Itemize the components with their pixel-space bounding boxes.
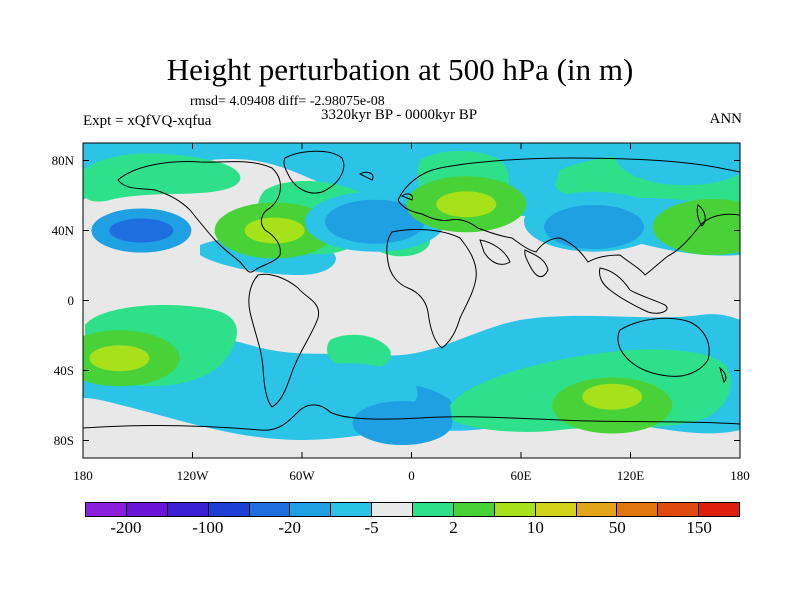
colorbar-label: 50: [608, 518, 626, 537]
colorbar-label: -5: [364, 518, 379, 537]
rmsd-diff-stats: rmsd= 4.09408 diff= -2.98075e-08: [190, 94, 385, 109]
contour-patch-2: [109, 218, 174, 243]
colorbar-swatch-11: [535, 502, 577, 517]
time-period: 3320kyr BP - 0000kyr BP: [321, 107, 478, 123]
coastline-islands: [358, 171, 727, 383]
coastline-southeast-asia: [599, 267, 668, 314]
lat-label-0: 0: [67, 292, 75, 308]
coastline-australia: [617, 317, 710, 377]
colorbar: [85, 502, 740, 517]
colorbar-swatch-4: [249, 502, 291, 517]
colorbar-swatch-0: [85, 502, 127, 517]
coastline-eurasia: [397, 157, 740, 276]
colorbar-label: -20: [278, 518, 302, 537]
colorbar-swatch-8: [413, 502, 454, 517]
lon-label-120W: 120W: [176, 468, 209, 483]
map-title: Height perturbation at 500 hPa (in m): [166, 52, 634, 87]
contour-patch-4: [244, 217, 305, 244]
colorbar-swatch-6: [331, 502, 373, 517]
contour-patch-13: [89, 345, 150, 372]
coastline-antarctica: [83, 404, 740, 431]
contour-patch-8: [436, 191, 497, 218]
lon-label-60E: 60E: [510, 468, 532, 483]
coastline-greenland: [283, 150, 345, 194]
colorbar-swatch-12: [576, 502, 618, 517]
colorbar-swatch-10: [494, 502, 536, 517]
coastline-arabia-india: [479, 239, 549, 278]
colorbar-swatch-3: [208, 502, 250, 517]
lat-label-40N: 40N: [51, 222, 74, 238]
coastline-north-america: [117, 161, 281, 273]
lat-label-80N: 80N: [51, 152, 74, 168]
colorbar-label: -100: [192, 518, 224, 537]
colorbar-swatch-2: [167, 502, 209, 517]
colorbar-swatch-7: [372, 502, 413, 517]
colorbar-swatch-13: [617, 502, 659, 517]
lat-label-40S: 40S: [53, 362, 74, 378]
coastlines: [83, 150, 740, 431]
contour-patch-15: [352, 401, 453, 445]
lat-label-80S: 80S: [53, 432, 74, 448]
coastline-south-america: [248, 273, 320, 408]
axis-ticks: [82, 143, 741, 458]
colorbar-label: 2: [449, 518, 458, 537]
coastline-africa: [386, 229, 477, 349]
colorbar-swatch-1: [126, 502, 168, 517]
colorbar-label: 10: [526, 518, 544, 537]
colorbar-swatch-9: [453, 502, 495, 517]
experiment-id: Expt = xQfVQ-xqfua: [83, 113, 212, 129]
contour-patch-0: [615, 143, 740, 186]
contour-patch-11: [652, 199, 740, 255]
contour-band-arctic-ridge: [83, 153, 241, 202]
colorbar-label: -200: [110, 518, 142, 537]
colorbar-swatch-14: [658, 502, 700, 517]
lon-label-120E: 120E: [616, 468, 645, 483]
lon-label-0: 0: [408, 468, 415, 483]
contour-patch-6: [325, 199, 425, 244]
lon-label-180: 180: [730, 468, 750, 483]
colorbar-label: 150: [686, 518, 712, 537]
lon-label-180: 180: [73, 468, 93, 483]
colorbar-swatch-5: [290, 502, 332, 517]
contour-band-south-atlantic-ridge: [326, 334, 391, 370]
lon-label-60W: 60W: [289, 468, 315, 483]
season-label: ANN: [709, 111, 743, 127]
contour-patch-10: [544, 205, 644, 249]
contour-patch-17: [582, 383, 643, 410]
colorbar-swatch-15: [699, 502, 740, 517]
